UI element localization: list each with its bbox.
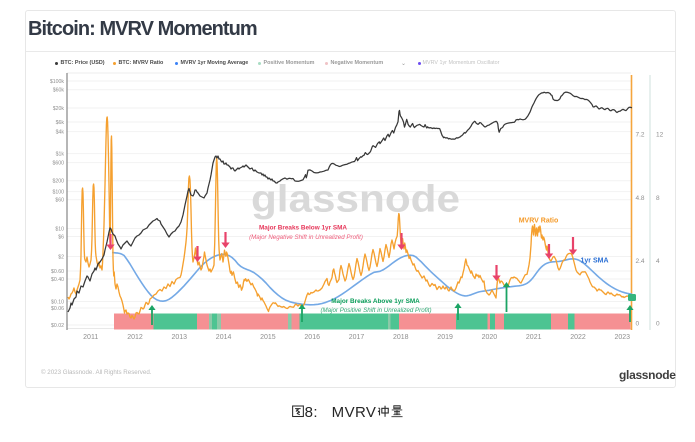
svg-text:12: 12	[656, 131, 664, 138]
svg-text:2022: 2022	[570, 334, 586, 341]
svg-text:$60k: $60k	[53, 88, 65, 94]
svg-text:2018: 2018	[393, 334, 409, 341]
svg-text:0: 0	[656, 320, 660, 327]
svg-text:0: 0	[636, 320, 640, 327]
svg-text:$600: $600	[52, 160, 64, 166]
svg-text:$0.60: $0.60	[51, 269, 64, 275]
svg-text:7.2: 7.2	[636, 131, 645, 138]
svg-text:2020: 2020	[482, 334, 498, 341]
svg-text:2023: 2023	[615, 334, 631, 341]
svg-text:$60: $60	[55, 198, 64, 204]
svg-text:MVRV Ratio: MVRV Ratio	[519, 218, 559, 225]
svg-text:$2: $2	[58, 254, 64, 260]
svg-text:2015: 2015	[260, 334, 276, 341]
svg-text:4.8: 4.8	[636, 195, 645, 202]
svg-text:2.4: 2.4	[636, 258, 645, 265]
svg-text:2014: 2014	[216, 334, 232, 341]
svg-text:$4k: $4k	[56, 129, 65, 135]
svg-text:2019: 2019	[437, 334, 453, 341]
svg-text:2013: 2013	[172, 334, 188, 341]
svg-text:8: 8	[656, 195, 660, 202]
svg-text:$100k: $100k	[50, 79, 65, 85]
svg-text:glassnode: glassnode	[251, 179, 460, 221]
svg-text:$10: $10	[55, 226, 64, 232]
svg-text:$6k: $6k	[56, 120, 65, 126]
svg-text:2011: 2011	[83, 334, 98, 341]
svg-text:2017: 2017	[349, 334, 365, 341]
svg-text:(Major Positive Shift in Unrea: (Major Positive Shift in Unrealized Prof…	[320, 307, 431, 314]
svg-text:Major Breaks Below 1yr SMA: Major Breaks Below 1yr SMA	[259, 225, 347, 232]
svg-text:$100: $100	[52, 189, 64, 195]
svg-text:2012: 2012	[127, 334, 143, 341]
svg-text:$0.06: $0.06	[51, 306, 64, 312]
svg-text:$6: $6	[58, 234, 64, 240]
svg-text:$0.02: $0.02	[51, 323, 64, 329]
svg-text:1yr SMA: 1yr SMA	[580, 258, 608, 265]
svg-text:4: 4	[656, 258, 660, 265]
svg-text:2021: 2021	[526, 334, 542, 341]
svg-text:$20k: $20k	[53, 106, 65, 112]
svg-text:2016: 2016	[304, 334, 320, 341]
svg-text:$0.40: $0.40	[51, 277, 64, 283]
svg-text:$200: $200	[52, 179, 64, 185]
svg-text:$1k: $1k	[56, 151, 65, 157]
svg-text:Major Breaks Above 1yr SMA: Major Breaks Above 1yr SMA	[331, 298, 420, 305]
svg-text:$0.10: $0.10	[51, 299, 64, 305]
svg-text:(Major Negative Shift in Unrea: (Major Negative Shift in Unrealized Prof…	[249, 234, 363, 241]
